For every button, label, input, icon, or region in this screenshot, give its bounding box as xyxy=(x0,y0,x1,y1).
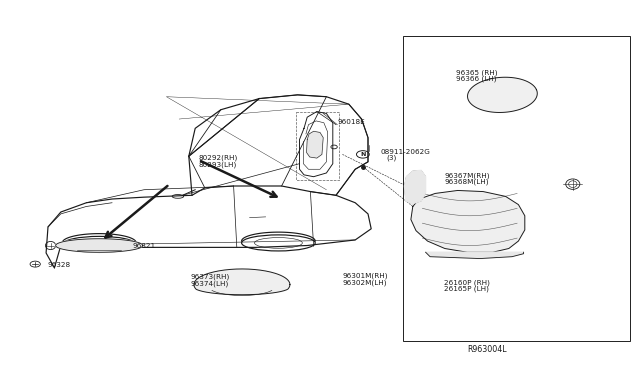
Polygon shape xyxy=(404,170,426,204)
Text: 96328: 96328 xyxy=(48,262,71,268)
Text: 96365 (RH): 96365 (RH) xyxy=(456,69,497,76)
Polygon shape xyxy=(468,77,537,112)
Polygon shape xyxy=(426,252,524,259)
Text: 96373(RH): 96373(RH) xyxy=(191,274,230,280)
Text: 26160P (RH): 26160P (RH) xyxy=(444,279,490,286)
Text: 96302M(LH): 96302M(LH) xyxy=(342,279,387,286)
Text: 80292(RH): 80292(RH) xyxy=(198,155,237,161)
Text: 26165P (LH): 26165P (LH) xyxy=(444,286,488,292)
Polygon shape xyxy=(307,131,323,158)
Text: N: N xyxy=(360,152,365,157)
Text: 96366 (LH): 96366 (LH) xyxy=(456,76,496,82)
Text: 96018E: 96018E xyxy=(338,119,365,125)
Polygon shape xyxy=(411,190,525,252)
Text: 08911-2062G: 08911-2062G xyxy=(380,149,430,155)
Text: 96368M(LH): 96368M(LH) xyxy=(445,179,490,185)
Text: R963004L: R963004L xyxy=(467,345,507,354)
Text: 96301M(RH): 96301M(RH) xyxy=(342,273,388,279)
Bar xyxy=(403,36,630,341)
Text: 96321: 96321 xyxy=(132,243,156,249)
Polygon shape xyxy=(194,269,290,295)
Text: 96367M(RH): 96367M(RH) xyxy=(445,172,490,179)
Text: (3): (3) xyxy=(387,155,397,161)
Polygon shape xyxy=(56,239,143,252)
Text: 80293(LH): 80293(LH) xyxy=(198,161,237,168)
Text: 96374(LH): 96374(LH) xyxy=(191,280,229,287)
